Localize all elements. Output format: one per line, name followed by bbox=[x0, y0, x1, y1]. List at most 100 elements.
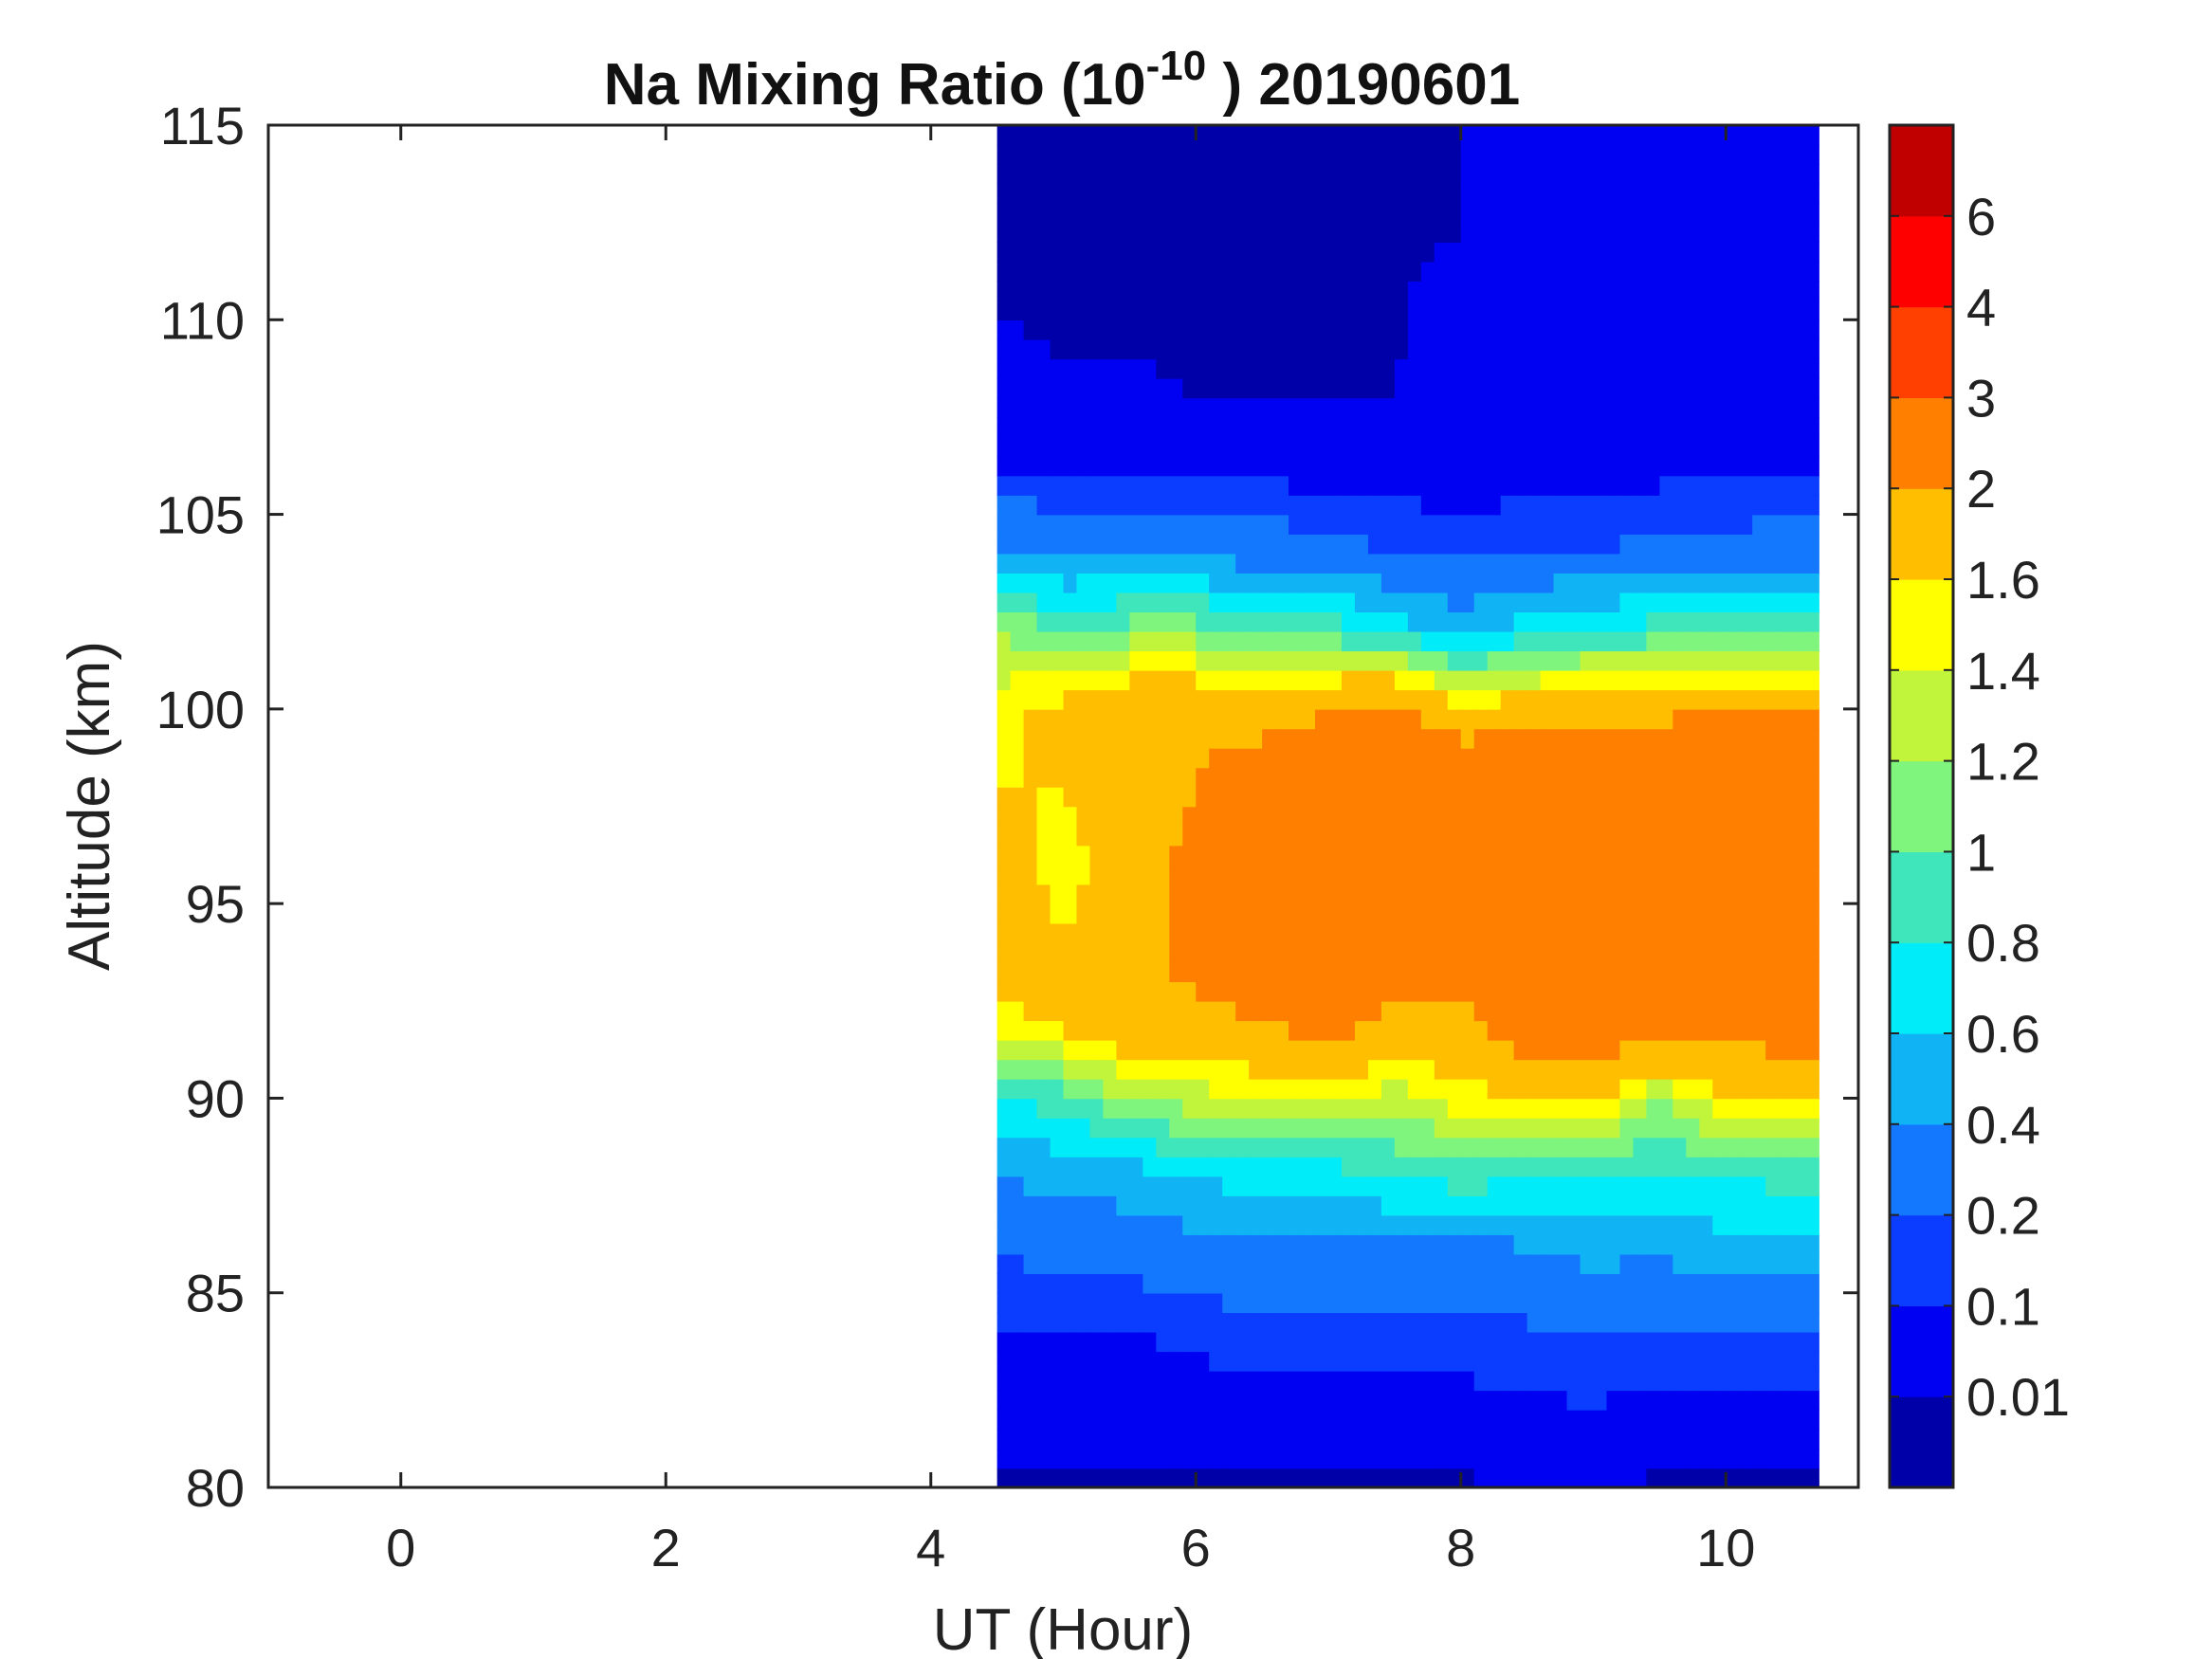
contour-cell bbox=[1500, 1390, 1515, 1411]
contour-cell bbox=[1129, 242, 1144, 263]
contour-cell bbox=[1434, 1000, 1449, 1022]
contour-cell bbox=[1500, 1468, 1515, 1487]
contour-cell bbox=[1328, 281, 1343, 301]
contour-cell bbox=[1460, 922, 1475, 943]
contour-cell bbox=[1779, 1429, 1793, 1449]
contour-cell bbox=[1593, 806, 1608, 827]
contour-cell bbox=[1116, 1409, 1131, 1431]
contour-cell bbox=[1302, 1273, 1316, 1294]
contour-cell bbox=[1089, 786, 1105, 808]
contour-cell bbox=[1566, 1234, 1581, 1255]
contour-cell bbox=[1262, 1214, 1276, 1235]
contour-cell bbox=[1633, 377, 1648, 399]
contour-cell bbox=[1341, 1312, 1356, 1333]
contour-cell bbox=[1196, 377, 1211, 399]
contour-cell bbox=[1765, 884, 1780, 904]
contour-cell bbox=[1063, 1059, 1078, 1080]
contour-cell bbox=[1460, 1000, 1475, 1022]
contour-cell bbox=[1010, 1176, 1025, 1196]
contour-cell bbox=[1076, 942, 1091, 963]
contour-cell bbox=[1792, 786, 1806, 808]
contour-cell bbox=[1752, 144, 1766, 165]
contour-cell bbox=[1196, 865, 1211, 885]
contour-cell bbox=[1513, 708, 1528, 730]
contour-cell bbox=[1380, 436, 1396, 457]
contour-cell bbox=[1063, 1312, 1078, 1333]
contour-cell bbox=[1473, 1059, 1489, 1080]
contour-cell bbox=[1315, 826, 1329, 847]
contour-cell bbox=[1580, 1312, 1595, 1333]
contour-cell bbox=[1315, 981, 1329, 1002]
contour-cell bbox=[1792, 1390, 1806, 1411]
contour-cell bbox=[1116, 1312, 1131, 1333]
contour-cell bbox=[1526, 281, 1542, 301]
contour-cell bbox=[1606, 650, 1621, 671]
contour-cell bbox=[1407, 767, 1422, 788]
contour-cell bbox=[1673, 1000, 1688, 1022]
contour-cell bbox=[1619, 1429, 1635, 1449]
contour-cell bbox=[1103, 630, 1118, 652]
contour-cell bbox=[1302, 1312, 1316, 1333]
contour-cell bbox=[1487, 242, 1502, 263]
contour-cell bbox=[1275, 203, 1289, 224]
contour-cell bbox=[1354, 650, 1369, 671]
contour-cell bbox=[1289, 222, 1303, 243]
contour-cell bbox=[1593, 125, 1608, 146]
contour-cell bbox=[1553, 358, 1568, 379]
contour-cell bbox=[1182, 1292, 1197, 1314]
contour-cell bbox=[1739, 1273, 1753, 1294]
contour-cell bbox=[1063, 164, 1078, 185]
contour-cell bbox=[1553, 1331, 1568, 1353]
contour-cell bbox=[1447, 1390, 1462, 1411]
contour-cell bbox=[1580, 475, 1595, 496]
contour-cell bbox=[1805, 1234, 1819, 1255]
contour-cell bbox=[1407, 1195, 1422, 1216]
contour-cell bbox=[1487, 261, 1502, 283]
contour-cell bbox=[1619, 1292, 1635, 1314]
contour-cell bbox=[1646, 203, 1661, 224]
contour-cell bbox=[1407, 1253, 1422, 1274]
contour-cell bbox=[1673, 1098, 1688, 1119]
contour-cell bbox=[1262, 865, 1276, 885]
contour-cell bbox=[1354, 1137, 1369, 1158]
contour-cell bbox=[1036, 1253, 1051, 1274]
contour-cell bbox=[1739, 689, 1753, 710]
contour-cell bbox=[1447, 164, 1462, 185]
contour-cell bbox=[1289, 1098, 1303, 1119]
contour-cell bbox=[1513, 689, 1528, 710]
contour-cell bbox=[1699, 611, 1714, 632]
contour-cell bbox=[1686, 514, 1701, 535]
contour-cell bbox=[1792, 728, 1806, 749]
contour-cell bbox=[1050, 377, 1065, 399]
contour-cell bbox=[1673, 144, 1688, 165]
contour-cell bbox=[1765, 1059, 1780, 1080]
contour-cell bbox=[1540, 1409, 1555, 1431]
contour-cell bbox=[1487, 1039, 1502, 1061]
contour-cell bbox=[1182, 1039, 1197, 1061]
contour-cell bbox=[1779, 475, 1793, 496]
contour-cell bbox=[1765, 728, 1780, 749]
contour-cell bbox=[1659, 183, 1674, 204]
contour-cell bbox=[1659, 475, 1674, 496]
contour-cell bbox=[1460, 611, 1475, 632]
contour-cell bbox=[1487, 767, 1502, 788]
contour-cell bbox=[1792, 747, 1806, 769]
contour-cell bbox=[1566, 806, 1581, 827]
contour-cell bbox=[1646, 689, 1661, 710]
contour-cell bbox=[1673, 1137, 1688, 1158]
contour-cell bbox=[1076, 806, 1091, 827]
contour-cell bbox=[1526, 1117, 1542, 1139]
contour-cell bbox=[1752, 338, 1766, 360]
contour-cell bbox=[1792, 884, 1806, 904]
contour-cell bbox=[1036, 865, 1051, 885]
contour-cell bbox=[1686, 1098, 1701, 1119]
contour-cell bbox=[1566, 495, 1581, 516]
contour-cell bbox=[1540, 845, 1555, 866]
contour-cell bbox=[1460, 1020, 1475, 1041]
contour-cell bbox=[1289, 553, 1303, 574]
contour-cell bbox=[1686, 1059, 1701, 1080]
contour-cell bbox=[1302, 1078, 1316, 1100]
contour-cell bbox=[1712, 747, 1728, 769]
contour-cell bbox=[1182, 222, 1197, 243]
contour-cell bbox=[1752, 514, 1766, 535]
